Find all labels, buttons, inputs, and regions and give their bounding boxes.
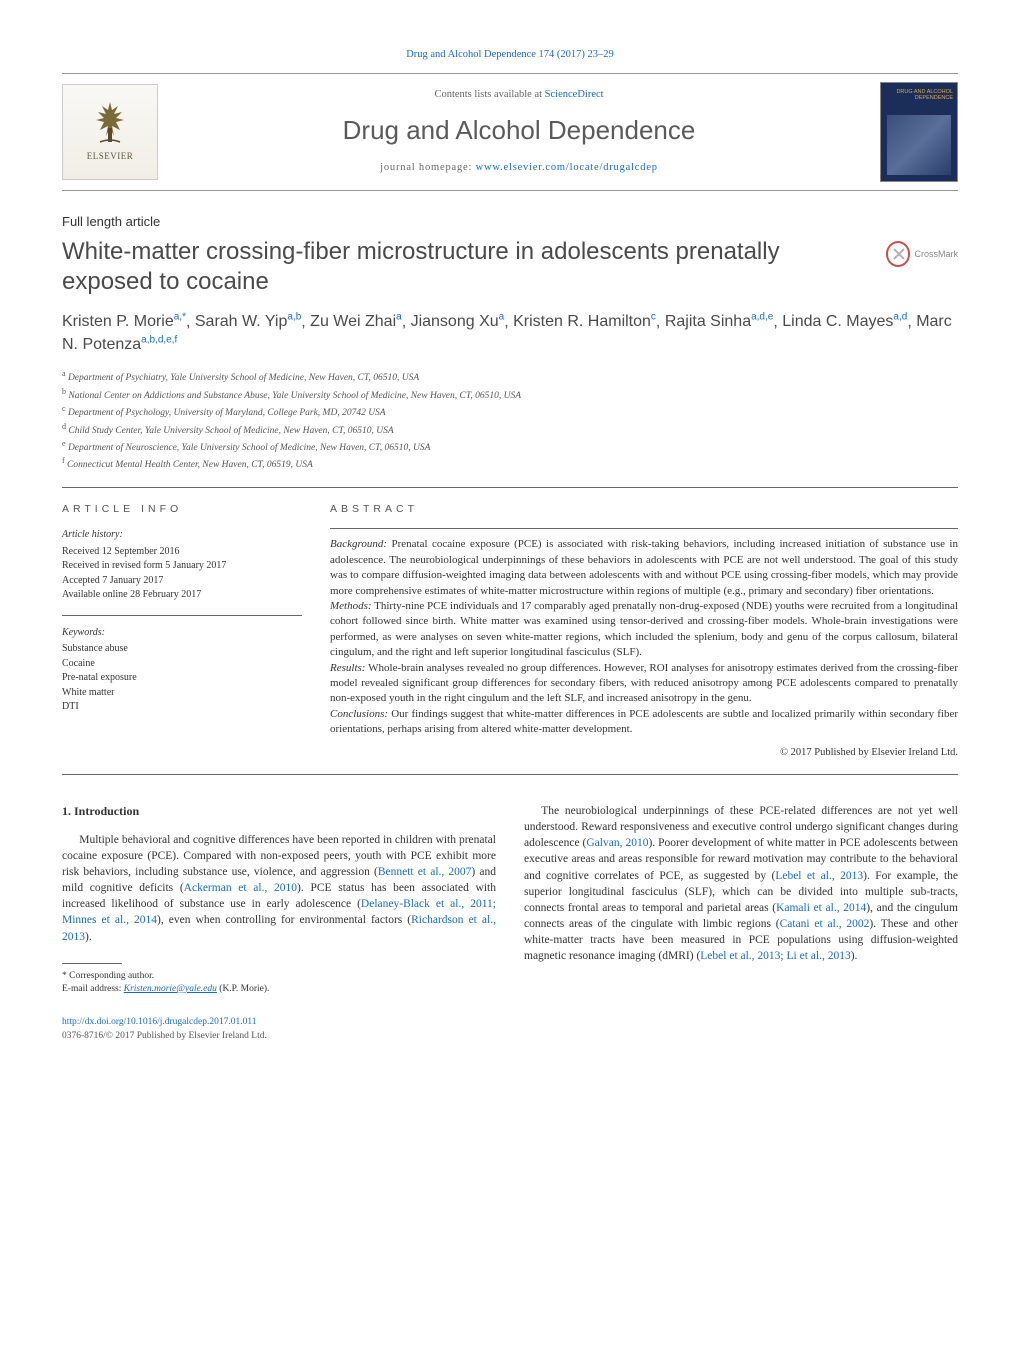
author: Sarah W. Yipa,b [195,313,301,330]
author: Kristen P. Moriea,* [62,313,186,330]
article-info: article info Article history: Received 1… [62,502,302,760]
doi-block: http://dx.doi.org/10.1016/j.drugalcdep.2… [62,1016,958,1043]
keyword: Pre-natal exposure [62,671,302,686]
crossmark-label: CrossMark [914,248,958,261]
divider [62,487,958,488]
article-info-heading: article info [62,502,302,517]
author: Zu Wei Zhaia [310,313,402,330]
crossmark-badge[interactable]: CrossMark [886,241,958,267]
citation[interactable]: Lebel et al., 2013 [775,870,863,882]
history-line: Received 12 September 2016 [62,545,302,560]
article-type: Full length article [62,213,958,231]
authors-list: Kristen P. Moriea,*, Sarah W. Yipa,b, Zu… [62,311,958,356]
abstract-section-label: Results: [330,662,365,674]
abstract-section-text: Prenatal cocaine exposure (PCE) is assoc… [330,538,958,596]
abstract-heading: abstract [330,502,958,517]
abstract: abstract Background: Prenatal cocaine ex… [330,502,958,760]
history-lines: Received 12 September 2016Received in re… [62,545,302,603]
paragraph: The neurobiological underpinnings of the… [524,803,958,964]
history-line: Received in revised form 5 January 2017 [62,559,302,574]
journal-homepage: journal homepage: www.elsevier.com/locat… [168,161,870,176]
keyword: DTI [62,700,302,715]
divider [62,615,302,616]
cover-art [887,115,951,175]
affiliation: b National Center on Addictions and Subs… [62,386,958,403]
keyword: Substance abuse [62,642,302,657]
history-line: Accepted 7 January 2017 [62,574,302,589]
abstract-text: Background: Prenatal cocaine exposure (P… [330,537,958,737]
abstract-section-text: Thirty-nine PCE individuals and 17 compa… [330,600,958,658]
affiliations: a Department of Psychiatry, Yale Univers… [62,368,958,472]
email-suffix: (K.P. Morie). [217,984,270,994]
author: Linda C. Mayesa,d [782,313,907,330]
contents-line: Contents lists available at ScienceDirec… [168,88,870,103]
author: Rajita Sinhaa,d,e [665,313,774,330]
citation[interactable]: Ackerman et al., 2010 [184,882,297,894]
affiliation: c Department of Psychology, University o… [62,403,958,420]
affiliation: d Child Study Center, Yale University Sc… [62,421,958,438]
history-line: Available online 28 February 2017 [62,588,302,603]
keywords-list: Substance abuseCocainePre-natal exposure… [62,642,302,715]
footnote-separator [62,963,122,964]
divider [330,528,958,529]
issn-copyright: 0376-8716/© 2017 Published by Elsevier I… [62,1031,267,1041]
abstract-section-text: Our findings suggest that white-matter d… [330,708,958,735]
sciencedirect-link[interactable]: ScienceDirect [545,89,604,100]
author: Jiansong Xua [411,313,505,330]
paragraph: Multiple behavioral and cognitive differ… [62,832,496,945]
email-link[interactable]: Kristen.morie@yale.edu [124,984,217,994]
history-label: Article history: [62,528,302,543]
journal-header: ELSEVIER Contents lists available at Sci… [62,73,958,191]
elsevier-tree-icon [90,100,130,146]
section-number: 1. [62,804,71,818]
keywords-label: Keywords: [62,626,302,641]
text-run: ). [85,931,92,943]
section-heading: 1. Introduction [62,803,496,820]
journal-name: Drug and Alcohol Dependence [168,112,870,148]
keyword: White matter [62,686,302,701]
homepage-prefix: journal homepage: [380,162,475,173]
abstract-section-text: Whole-brain analyses revealed no group d… [330,662,958,705]
abstract-copyright: © 2017 Published by Elsevier Ireland Ltd… [330,746,958,761]
affiliation: e Department of Neuroscience, Yale Unive… [62,438,958,455]
publisher-logo-text: ELSEVIER [87,150,134,163]
body-col-left: 1. Introduction Multiple behavioral and … [62,803,496,996]
citation[interactable]: Galvan, 2010 [586,837,648,849]
crossmark-icon [886,241,910,267]
publisher-logo: ELSEVIER [62,84,158,180]
abstract-section-label: Methods: [330,600,372,612]
cover-label: DRUG AND ALCOHOL DEPENDENCE [881,89,953,101]
journal-cover: DRUG AND ALCOHOL DEPENDENCE [880,82,958,182]
citation-header: Drug and Alcohol Dependence 174 (2017) 2… [62,48,958,63]
text-run: ). [851,950,858,962]
abstract-section-label: Background: [330,538,387,550]
body-text: 1. Introduction Multiple behavioral and … [62,803,958,996]
body-col-right: The neurobiological underpinnings of the… [524,803,958,996]
section-title: Introduction [74,804,139,818]
affiliation: f Connecticut Mental Health Center, New … [62,455,958,472]
footnote: * Corresponding author. E-mail address: … [62,970,496,997]
homepage-link[interactable]: www.elsevier.com/locate/drugalcdep [476,162,658,173]
corresponding-author-label: * Corresponding author. [62,970,496,983]
email-label: E-mail address: [62,984,124,994]
keyword: Cocaine [62,657,302,672]
affiliation: a Department of Psychiatry, Yale Univers… [62,368,958,385]
text-run: ), even when controlling for environment… [157,914,411,926]
citation[interactable]: Catani et al., 2002 [780,918,870,930]
author: Kristen R. Hamiltonc [513,313,656,330]
contents-prefix: Contents lists available at [434,89,544,100]
citation[interactable]: Lebel et al., 2013; Li et al., 2013 [700,950,850,962]
doi-link[interactable]: http://dx.doi.org/10.1016/j.drugalcdep.2… [62,1017,256,1027]
divider [62,774,958,775]
citation[interactable]: Bennett et al., 2007 [378,866,472,878]
citation[interactable]: Kamali et al., 2014 [776,902,866,914]
abstract-section-label: Conclusions: [330,708,388,720]
article-title: White-matter crossing-fiber microstructu… [62,237,874,297]
